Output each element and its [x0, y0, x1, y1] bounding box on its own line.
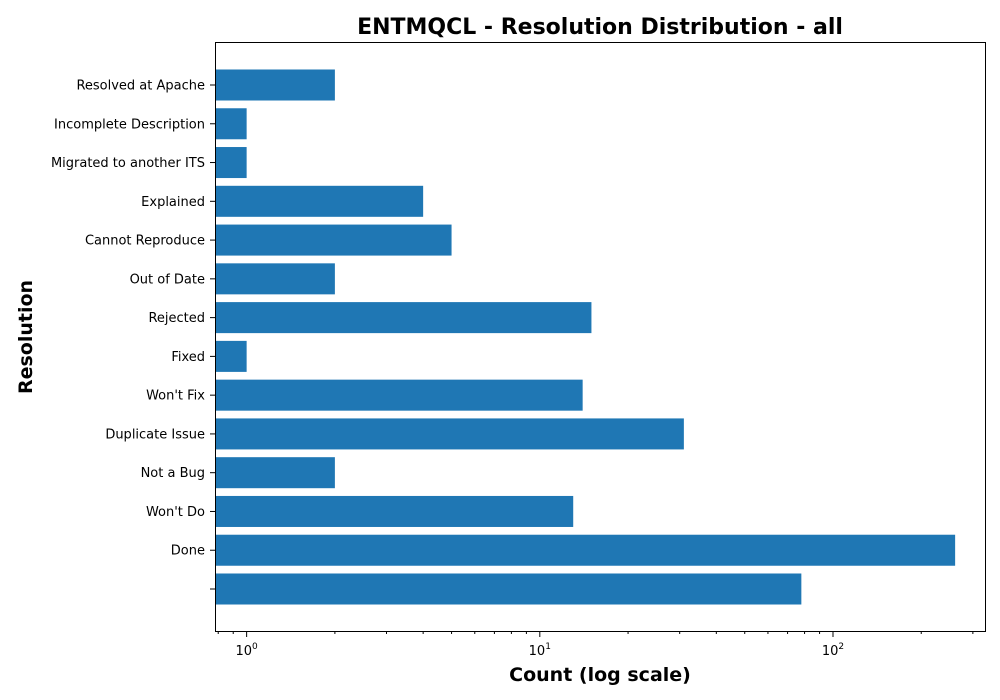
y-tick-label: Won't Fix [146, 389, 205, 404]
y-axis-label: Resolution [15, 280, 37, 394]
y-tick-label: Cannot Reproduce [85, 234, 205, 249]
bar [215, 418, 684, 450]
y-tick-label: Done [171, 544, 205, 559]
y-tick-label: Duplicate Issue [105, 427, 205, 442]
bar [215, 340, 247, 372]
chart-title: ENTMQCL - Resolution Distribution - all [357, 15, 843, 40]
y-axis-ticks: Done Won't Do Not a Bug Duplicate Issue Won'… [51, 79, 215, 590]
y-tick-label: Not a Bug [141, 466, 205, 481]
x-tick-label: 102 [822, 642, 844, 659]
bar [215, 147, 247, 179]
x-axis-label: Count (log scale) [509, 664, 691, 686]
bar [215, 69, 335, 101]
y-tick-label: Incomplete Description [54, 117, 205, 132]
bars-group [215, 69, 956, 605]
bar [215, 495, 574, 527]
bar [215, 379, 583, 411]
x-tick-label: 101 [529, 642, 551, 659]
x-axis-ticks: 100 101 102 [217, 631, 974, 659]
y-tick-label: Explained [141, 195, 205, 210]
y-tick-label: Migrated to another ITS [51, 156, 205, 171]
bar [215, 263, 335, 295]
y-tick-label: Won't Do [146, 505, 205, 520]
y-tick-label: Fixed [171, 350, 205, 365]
bar [215, 573, 802, 605]
bar [215, 457, 335, 489]
bar [215, 224, 452, 256]
x-tick-label: 100 [235, 642, 258, 659]
y-tick-label: Rejected [148, 311, 205, 326]
bar [215, 534, 956, 566]
y-tick-label: Resolved at Apache [76, 79, 205, 94]
bar [215, 185, 424, 217]
bar [215, 302, 592, 334]
y-tick-label: Out of Date [130, 272, 205, 287]
plot-frame [215, 42, 986, 632]
bar [215, 108, 247, 140]
